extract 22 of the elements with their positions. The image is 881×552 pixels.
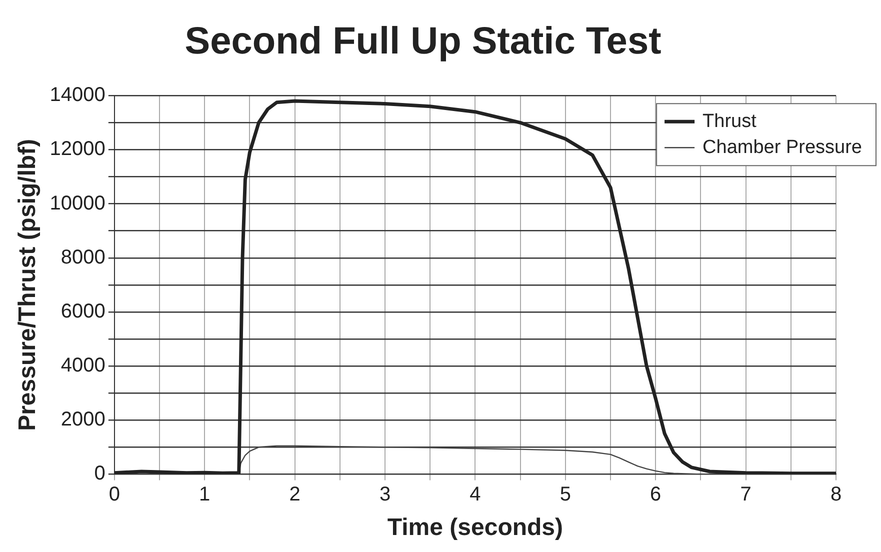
x-tick-label: 5 bbox=[560, 484, 571, 506]
legend-label: Thrust bbox=[702, 110, 758, 132]
x-tick-label: 3 bbox=[379, 484, 391, 506]
y-tick-label: 2000 bbox=[60, 408, 106, 431]
y-tick-label: 6000 bbox=[60, 300, 106, 322]
legend-label: Chamber Pressure bbox=[702, 136, 862, 158]
x-tick-label: 1 bbox=[199, 484, 210, 506]
x-tick-label: 7 bbox=[740, 484, 752, 506]
y-tick-label: 8000 bbox=[60, 246, 106, 268]
x-tick-label: 0 bbox=[108, 484, 120, 506]
x-tick-label: 4 bbox=[470, 484, 481, 506]
y-tick-label: 10000 bbox=[50, 192, 106, 214]
y-tick-label: 12000 bbox=[50, 138, 106, 160]
x-axis-title: Time (seconds) bbox=[387, 514, 564, 542]
x-tick-label: 8 bbox=[830, 484, 842, 506]
y-tick-label: 4000 bbox=[60, 354, 106, 377]
y-tick-label: 0 bbox=[94, 462, 106, 485]
x-tick-label: 2 bbox=[289, 484, 300, 506]
y-axis-title: Pressure/Thrust (psig/lbf) bbox=[14, 138, 42, 431]
x-tick-label: 6 bbox=[650, 484, 662, 506]
chart-title: Second Full Up Static Test bbox=[184, 20, 662, 62]
y-tick-label: 14000 bbox=[50, 84, 106, 106]
